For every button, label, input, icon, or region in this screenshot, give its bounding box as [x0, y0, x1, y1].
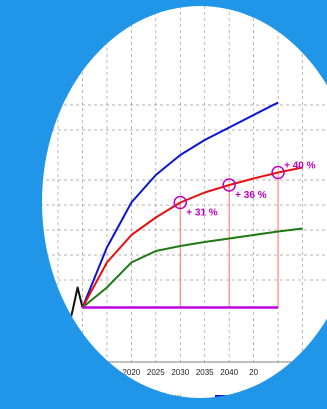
x-tick-label: 2020 — [122, 368, 140, 377]
x-tick-label: 20 — [249, 368, 258, 377]
x-tick-label: 5 — [56, 368, 61, 377]
x-tick-label: 2010 — [74, 368, 92, 377]
y-tick-label: 60 — [27, 276, 36, 285]
series-line-1 — [81, 101, 279, 308]
y-tick-label: 70 — [27, 226, 36, 235]
series-line-3 — [81, 227, 303, 309]
x-tick-label: 2040 — [220, 368, 238, 377]
annotation-drop-lines — [179, 172, 279, 308]
annotation-marker — [173, 195, 188, 210]
y-axis-unit-fragment: ΜΑΙ — [10, 160, 20, 176]
annotation-marker — [271, 165, 285, 180]
x-tick-label: 2030 — [171, 368, 189, 377]
annotations: + 31 % + 36 % + 40 % — [173, 161, 316, 219]
x-tick-label: 2025 — [147, 368, 165, 377]
y-tick-label: 65 — [27, 251, 36, 260]
x-tick-label: 2035 — [196, 368, 214, 377]
y-tick-label: 80 — [27, 176, 36, 185]
annotation-label: + 31 % — [186, 208, 218, 219]
legend-label: referentni — [156, 395, 181, 401]
annotation-marker — [222, 178, 236, 192]
annotation-label: + 36 % — [235, 190, 267, 201]
y-tick-label: 75 — [27, 201, 36, 210]
x-tick-label: 2015 — [98, 368, 116, 377]
annotation-label: + 40 % — [284, 161, 316, 172]
series-line-2 — [81, 166, 303, 308]
